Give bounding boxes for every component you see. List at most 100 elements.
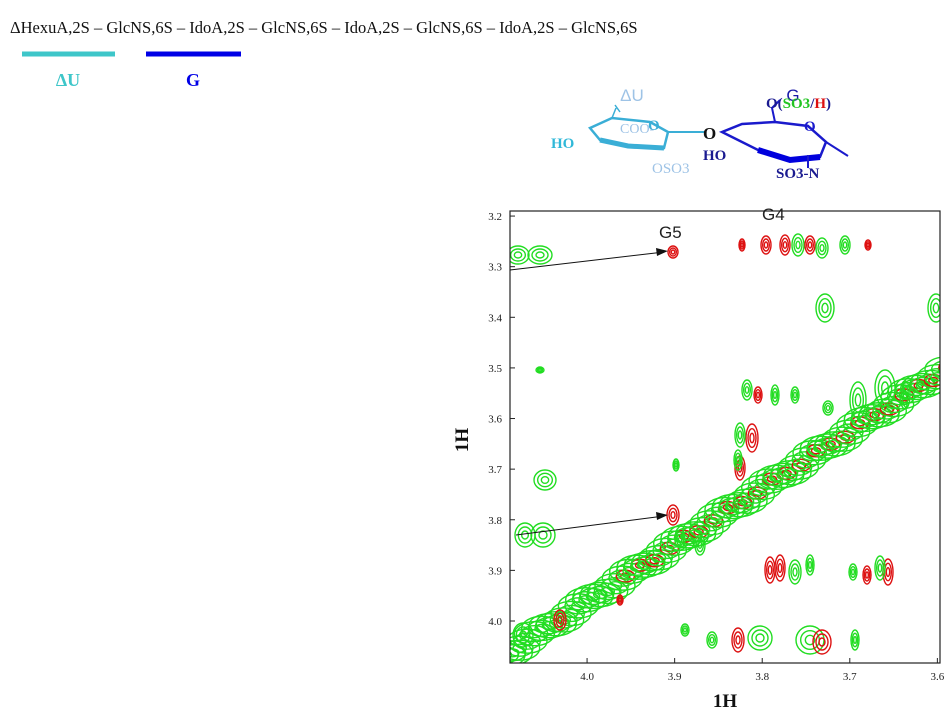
y-tick-label: 3.3 [488,262,502,274]
label-part: ) [826,96,831,112]
contour [777,454,820,480]
contour [538,530,548,540]
contour [875,559,885,577]
contour [674,531,686,549]
annotation: G4 [762,205,785,224]
contour [514,522,536,548]
contour [874,369,896,407]
contour [555,612,565,628]
contour [792,391,798,399]
contour [804,235,816,255]
arrowhead [656,512,668,520]
contour [865,398,908,424]
label-part: O( [766,96,783,112]
contour [821,302,829,314]
contour [682,627,688,633]
contour [738,238,746,252]
y-tick-label: 3.5 [488,363,502,375]
contour [818,297,832,319]
contour [537,368,543,372]
contour [608,558,651,585]
contour [862,565,872,585]
contour [916,363,940,390]
y-tick-label: 3.6 [488,414,502,426]
contour [706,631,718,649]
contour [851,632,859,648]
contour [780,237,790,253]
contour [900,384,910,406]
structure-label: O [703,124,716,143]
contour [774,554,786,582]
contour [819,243,825,253]
y-tick-label: 3.2 [488,211,502,223]
arrow [509,251,665,271]
contour [815,633,829,651]
x-tick-label: 3.6 [930,671,944,683]
contour [744,385,750,395]
unit-label: ΔU [620,86,644,105]
contour [938,363,940,371]
contour [771,387,779,403]
contour [754,388,762,402]
ring-u-edge [599,137,665,151]
contour [782,240,788,250]
contour [745,423,759,453]
y-tick-label: 3.9 [488,565,502,577]
spectrum-contours [510,233,940,663]
contour [763,241,769,249]
contour [550,600,592,627]
contour [765,560,775,580]
unit-label: G [786,86,799,105]
contour [735,455,741,465]
structure-label: O [804,119,816,135]
contour [734,422,746,448]
contour [805,554,815,576]
contour [848,563,858,581]
contour [772,390,778,400]
contour [761,238,771,252]
contour [670,510,676,520]
contour [807,560,813,570]
contour [526,629,542,639]
contour [779,234,791,256]
structure-label: O [648,118,660,134]
contour [755,633,765,643]
contour [793,236,803,254]
contour [885,566,891,578]
legend-label: ΔU [56,70,80,90]
contour [593,582,622,601]
bond [770,99,849,168]
contour [649,557,660,565]
contour [533,469,557,491]
contour [874,555,886,581]
contour [726,488,768,514]
contour [517,526,533,544]
contour [849,565,857,579]
x-axis-label: 1H [713,691,738,709]
contour [672,458,680,472]
contour [747,625,773,651]
contour [732,492,762,510]
contour [753,386,763,404]
contour [788,559,802,585]
annotation: G5 [659,223,682,242]
contour [695,537,705,553]
contour [557,615,563,625]
contour [790,386,800,404]
contour [733,631,743,649]
contour [805,238,815,252]
contour [675,533,685,547]
contour [600,586,616,597]
contour [839,235,851,255]
arrow [515,515,665,536]
contour [923,373,940,388]
contour [776,463,806,482]
contour [877,563,883,573]
contour [739,496,755,506]
contour [668,507,678,523]
contour [534,526,552,544]
contour [527,245,553,265]
y-tick-label: 3.7 [488,464,502,476]
label-part: / [809,96,815,112]
